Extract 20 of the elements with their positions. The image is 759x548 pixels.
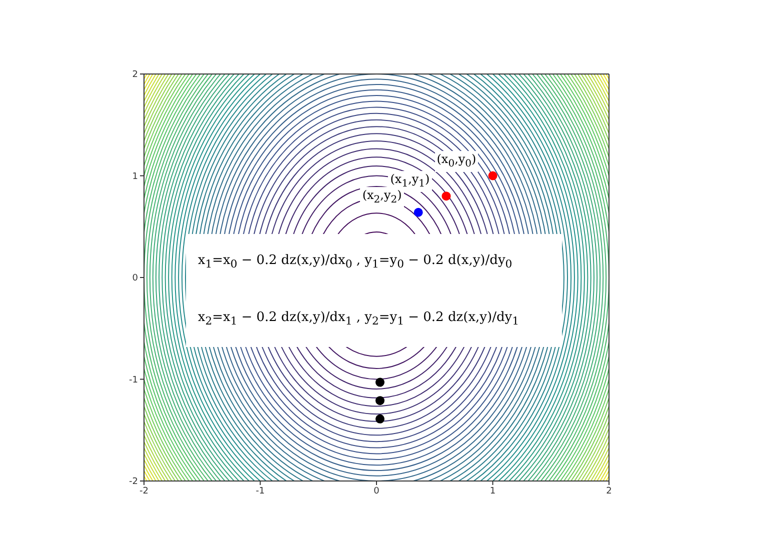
annotation: (x$_{0}$,y$_{0}$): [434, 150, 478, 172]
annotation: (x$_{1}$,y$_{1}$): [390, 172, 430, 190]
y-tick-label: 1: [132, 172, 138, 182]
x-tick-label: 1: [490, 486, 496, 496]
x-tick-label: 2: [606, 486, 612, 496]
y-tick-label: 0: [132, 274, 138, 284]
point: [442, 192, 451, 201]
point: [375, 378, 384, 387]
x-tick-label: -2: [140, 486, 148, 496]
y-tick-label: -2: [129, 477, 138, 488]
x-tick-label: 0: [374, 486, 380, 496]
annotation: (x$_{2}$,y$_{2}$): [360, 187, 404, 209]
y-tick-label: -1: [129, 375, 138, 386]
formula-panel: x$_{1}$=x$_{0}$ − 0.2 dz(x,y)/dx$_{0}$ , y$_{1}$=y$_{0}$ − 0.2 d(x,y)/dy$_{0}$ x$_{2}$=x$_{1}$ − 0.2 dz(x,y)/dx$_{1}$ , y$_{2}$=y$_{1}$ − 0.2 dz(x,y)/dy$_{1}$: [186, 234, 562, 347]
point: [375, 396, 384, 406]
x-tick-label: -1: [256, 486, 265, 496]
point: [375, 414, 384, 424]
y-tick-label: 2: [132, 70, 138, 80]
point: [488, 171, 498, 180]
point: [414, 208, 423, 217]
